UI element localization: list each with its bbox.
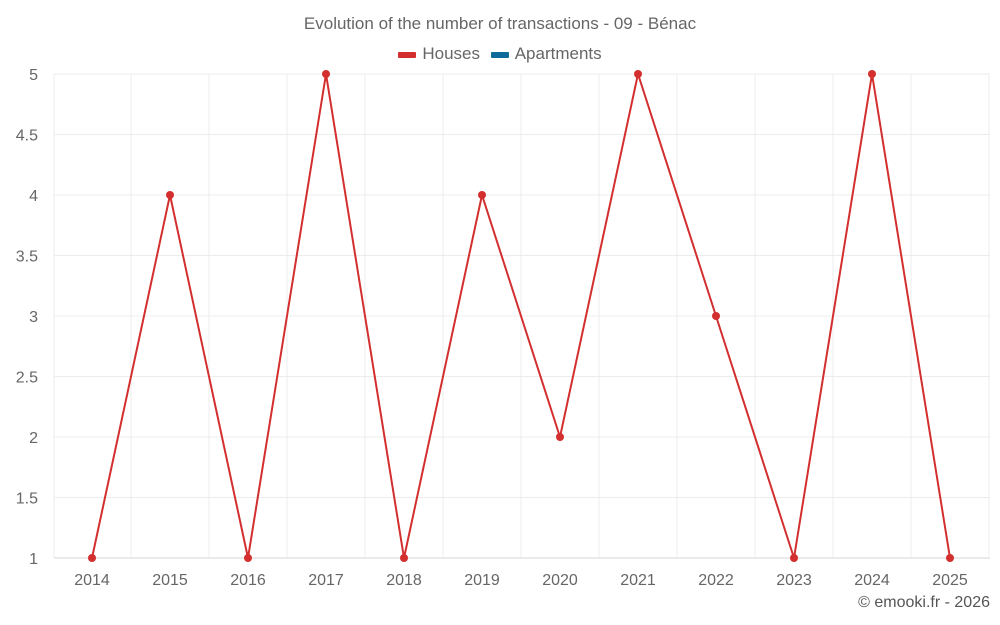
y-tick-label: 1.5 bbox=[16, 491, 38, 508]
x-tick-label: 2018 bbox=[386, 572, 422, 589]
y-tick-label: 4 bbox=[29, 188, 38, 205]
legend-label-apartments: Apartments bbox=[514, 44, 602, 63]
legend-swatch-houses bbox=[398, 51, 417, 58]
legend-item-apartments[interactable]: Apartments bbox=[490, 44, 602, 64]
series-layer bbox=[88, 70, 954, 562]
x-tick-label: 2025 bbox=[932, 572, 968, 589]
y-tick-label: 4.5 bbox=[16, 128, 38, 145]
x-axis-ticks: 2014 2015 2016 2017 2018 2019 2020 2021 2022 2023… bbox=[74, 572, 968, 589]
data-point[interactable] bbox=[556, 433, 564, 441]
data-point[interactable] bbox=[88, 554, 96, 562]
data-point[interactable] bbox=[946, 554, 954, 562]
data-point[interactable] bbox=[634, 70, 642, 78]
legend-label-houses: Houses bbox=[422, 44, 480, 63]
x-tick-label: 2023 bbox=[776, 572, 812, 589]
y-tick-label: 1 bbox=[29, 551, 38, 568]
data-point[interactable] bbox=[244, 554, 252, 562]
legend: Houses Apartments bbox=[0, 44, 1000, 64]
x-tick-label: 2021 bbox=[620, 572, 656, 589]
x-tick-label: 2014 bbox=[74, 572, 110, 589]
data-point[interactable] bbox=[478, 191, 486, 199]
y-axis-ticks: 1 1.5 2 2.5 3 3.5 4 4.5 5 bbox=[16, 67, 38, 568]
data-point[interactable] bbox=[400, 554, 408, 562]
series-line-houses bbox=[91, 70, 951, 559]
data-point[interactable] bbox=[712, 312, 720, 320]
data-point[interactable] bbox=[166, 191, 174, 199]
y-tick-label: 3.5 bbox=[16, 249, 38, 266]
x-tick-label: 2020 bbox=[542, 572, 578, 589]
data-point[interactable] bbox=[322, 70, 330, 78]
x-tick-label: 2022 bbox=[698, 572, 734, 589]
legend-item-houses[interactable]: Houses bbox=[398, 44, 480, 64]
chart-title: Evolution of the number of transactions … bbox=[303, 14, 697, 33]
x-tick-label: 2019 bbox=[464, 572, 500, 589]
x-tick-label: 2017 bbox=[308, 572, 344, 589]
x-tick-label: 2016 bbox=[230, 572, 266, 589]
data-point[interactable] bbox=[868, 70, 876, 78]
legend-swatch-apartments bbox=[490, 51, 509, 58]
x-tick-label: 2015 bbox=[152, 572, 188, 589]
y-tick-label: 5 bbox=[29, 67, 38, 84]
y-tick-label: 2.5 bbox=[16, 370, 38, 387]
y-tick-label: 2 bbox=[29, 430, 38, 447]
x-tick-label: 2024 bbox=[854, 572, 890, 589]
data-point[interactable] bbox=[790, 554, 798, 562]
credit-label: © emooki.fr - 2026 bbox=[858, 594, 990, 611]
y-tick-label: 3 bbox=[29, 309, 38, 326]
